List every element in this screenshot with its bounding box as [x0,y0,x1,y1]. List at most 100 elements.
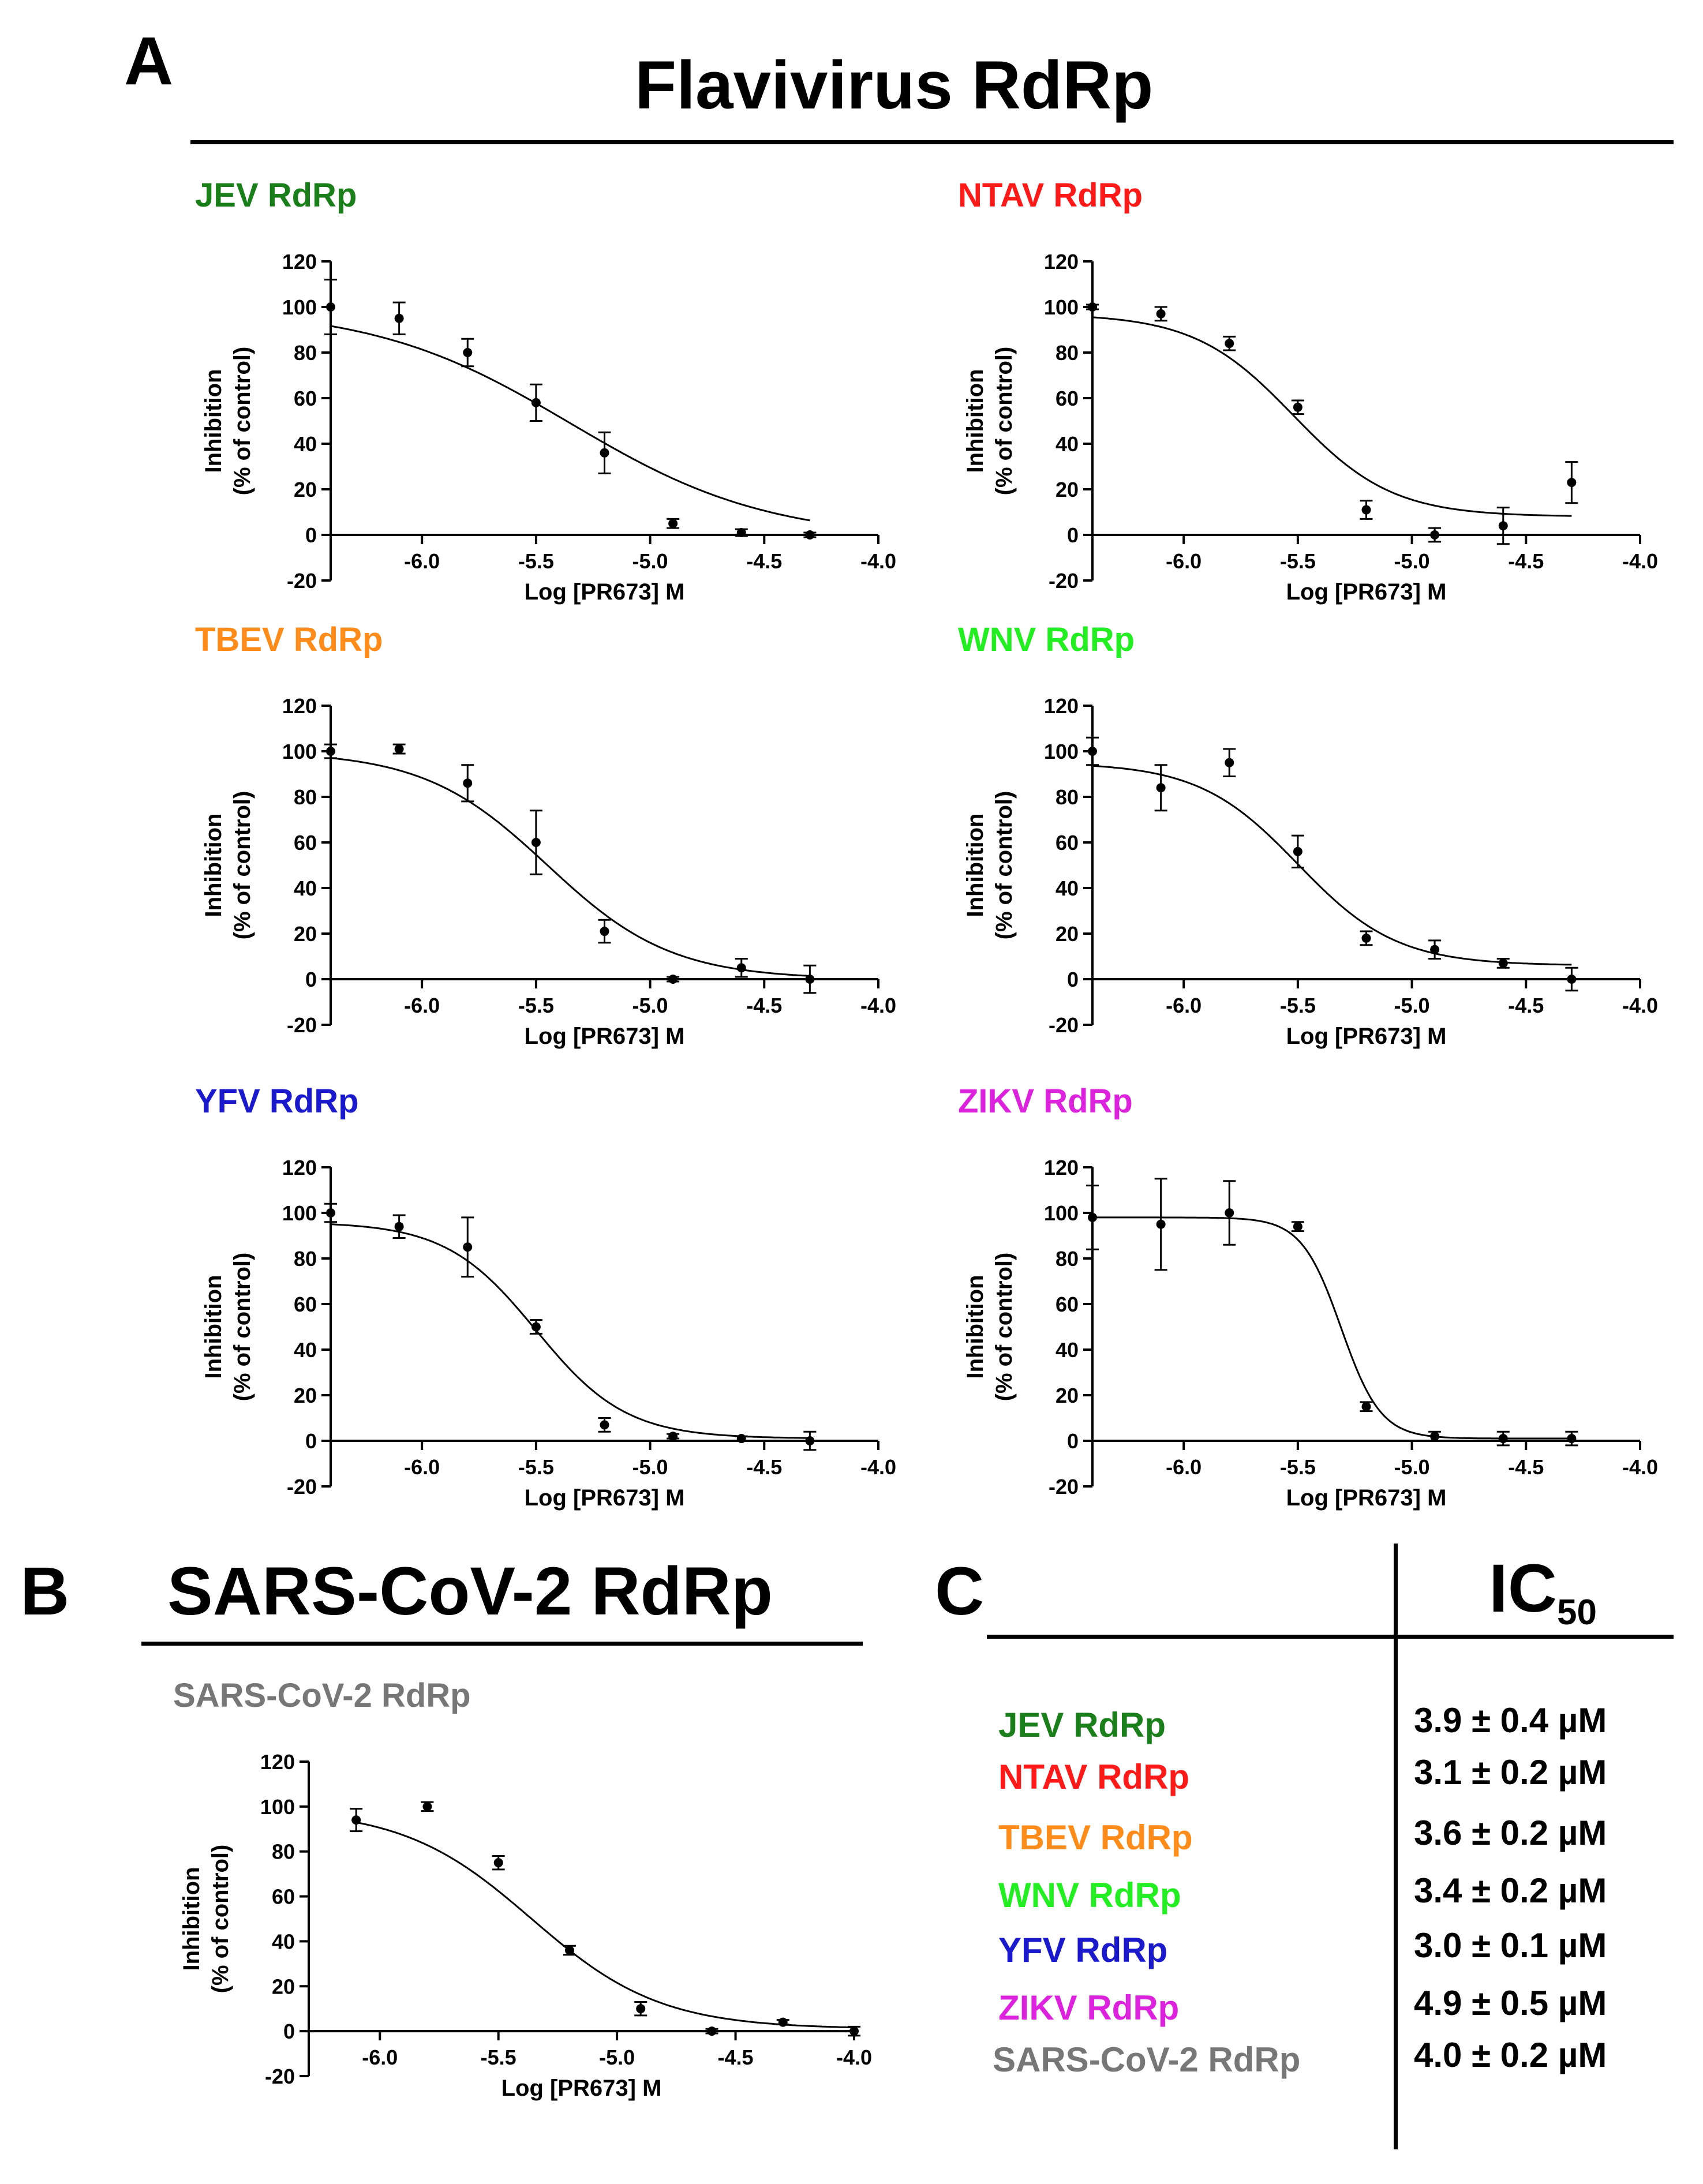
x-axis-label: Log [PR673] M [525,1024,685,1049]
data-point [707,2026,717,2036]
y-axis-label: Inhibition [963,814,988,917]
y-tick-label: 20 [1056,1384,1079,1407]
ic50-row-value: 3.1 ± 0.2 µM [1414,1753,1607,1792]
x-tick-label: -4.5 [1508,994,1544,1017]
y-tick-label: 100 [282,740,317,763]
data-point [805,530,815,540]
x-tick-label: -5.5 [1280,549,1316,573]
data-point [326,302,335,312]
panel-b-title: SARS-CoV-2 RdRp [167,1553,773,1629]
x-tick-label: -4.0 [1622,1455,1658,1479]
ic50-row-label: NTAV RdRp [998,1758,1190,1796]
y-tick-label: 0 [1067,968,1079,991]
y-tick-label: 100 [1044,295,1079,319]
data-point [1361,933,1371,943]
y-tick-label: 60 [294,831,317,855]
x-tick-label: -4.5 [746,1455,782,1479]
x-axis-label: Log [PR673] M [1286,1024,1447,1049]
x-tick-label: -4.0 [860,549,896,573]
chart-title: TBEV RdRp [195,621,383,658]
data-point [668,975,678,984]
chart-svg: -20 0 20 40 60 80 100 120 -6.0 -5.5 -5.0 -4.5 -4.0 Lo… [201,1156,896,1511]
y-axis-label: (% of control) [230,347,255,496]
data-point [1361,505,1371,515]
data-point [394,1222,404,1231]
ic50-row-label: YFV RdRp [998,1931,1168,1969]
y-tick-label: 60 [272,1885,295,1909]
ic50-header: IC50 [1489,1549,1597,1633]
y-tick-label: -20 [287,1013,317,1037]
y-axis-label: Inhibition [179,1867,204,1971]
y-axis-label: Inhibition [201,1275,226,1379]
y-tick-label: -20 [1049,569,1079,593]
y-axis-label: Inhibition [963,369,988,473]
data-point [600,1420,609,1430]
chart-svg: -20 0 20 40 60 80 100 120 -6.0 -5.5 -5.0 -4.5 -4.0 Lo… [963,1156,1658,1511]
x-tick-label: -6.0 [404,549,440,573]
data-point [1567,1434,1577,1444]
chart-svg: -20 0 20 40 60 80 100 120 -6.0 -5.5 -5.0 -4.5 -4.0 Lo… [201,250,896,605]
data-point [636,2004,646,2014]
panel-a-rule [190,140,1674,144]
ic50-header-subscript: 50 [1557,1593,1597,1632]
y-tick-label: 20 [294,478,317,501]
x-tick-label: -6.0 [404,994,440,1017]
y-tick-label: -20 [287,569,317,593]
x-tick-label: -4.0 [1622,994,1658,1017]
chart-title: SARS-CoV-2 RdRp [173,1677,471,1714]
data-point [394,744,404,754]
chart-title: NTAV RdRp [958,177,1143,214]
y-tick-label: 120 [1044,694,1079,718]
data-point [326,747,335,756]
y-tick-label: -20 [1049,1013,1079,1037]
panel-letter-b: B [20,1553,70,1629]
panel-b-rule [141,1642,863,1646]
x-tick-label: -5.5 [518,549,554,573]
x-tick-label: -4.0 [836,2046,872,2069]
y-tick-label: 80 [294,341,317,365]
data-point [394,313,404,323]
y-tick-label: 20 [1056,478,1079,501]
x-tick-label: -5.0 [1394,1455,1430,1479]
data-point [531,398,541,407]
fit-curve [330,1223,810,1439]
y-tick-label: 120 [282,694,317,718]
data-point [463,1242,473,1252]
ic50-row-label: ZIKV RdRp [998,1988,1180,2027]
data-point [668,1432,678,1441]
x-tick-label: -4.0 [1622,549,1658,573]
data-point [1088,302,1097,312]
chart-title: WNV RdRp [958,621,1135,658]
y-tick-label: 40 [1056,1338,1079,1362]
y-tick-label: 80 [294,1247,317,1271]
fit-curve [1092,316,1572,517]
x-tick-label: -5.0 [632,549,668,573]
data-point [778,2017,788,2027]
data-point [1293,402,1302,412]
x-axis-label: Log [PR673] M [1286,579,1447,605]
data-point [805,1436,815,1445]
y-tick-label: 0 [283,2020,295,2043]
y-axis-label: (% of control) [991,1253,1017,1402]
x-tick-label: -6.0 [1166,549,1202,573]
data-point [1498,1434,1508,1444]
data-point [1225,1208,1234,1218]
data-point [1156,1219,1166,1229]
data-point [1430,945,1440,954]
data-point [1430,1432,1440,1441]
y-tick-label: -20 [1049,1475,1079,1499]
data-point [463,348,473,357]
x-tick-label: -5.0 [1394,994,1430,1017]
y-tick-label: 40 [1056,876,1079,900]
y-tick-label: 60 [294,387,317,410]
ic50-header-text: IC [1489,1550,1557,1627]
y-tick-label: 0 [1067,523,1079,547]
x-tick-label: -5.0 [1394,549,1430,573]
panel-letter-c: C [935,1553,985,1629]
panel-a-title: Flavivirus RdRp [635,47,1154,123]
data-point [326,1208,335,1218]
y-tick-label: 100 [260,1795,295,1819]
y-tick-label: 20 [294,1384,317,1407]
ic50-row-label: SARS-CoV-2 RdRp [993,2040,1301,2079]
y-axis-label: (% of control) [208,1845,233,1994]
